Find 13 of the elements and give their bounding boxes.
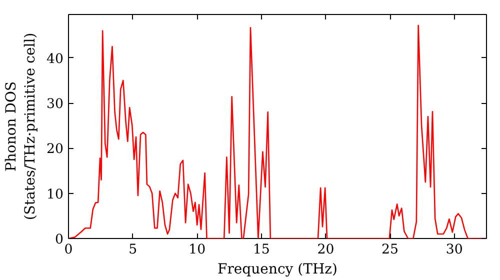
y-tick-label: 0 [55, 232, 64, 248]
x-tick-label: 5 [128, 242, 138, 258]
y-axis-title: Phonon DOS (States/THz·primitive cell) [3, 32, 39, 220]
y-tick-label: 20 [46, 142, 64, 158]
y-tick-label: 40 [46, 52, 64, 67]
x-tick-label: 15 [252, 242, 270, 258]
x-axis-title: Frequency (THz) [217, 262, 338, 278]
x-tick-label: 20 [317, 242, 334, 258]
y-tick-label: 10 [46, 187, 64, 202]
y-tick-label: 30 [46, 97, 64, 112]
x-tick-label: 25 [382, 242, 399, 258]
x-tick-label: 10 [188, 242, 206, 258]
x-tick-label: 30 [446, 242, 463, 258]
